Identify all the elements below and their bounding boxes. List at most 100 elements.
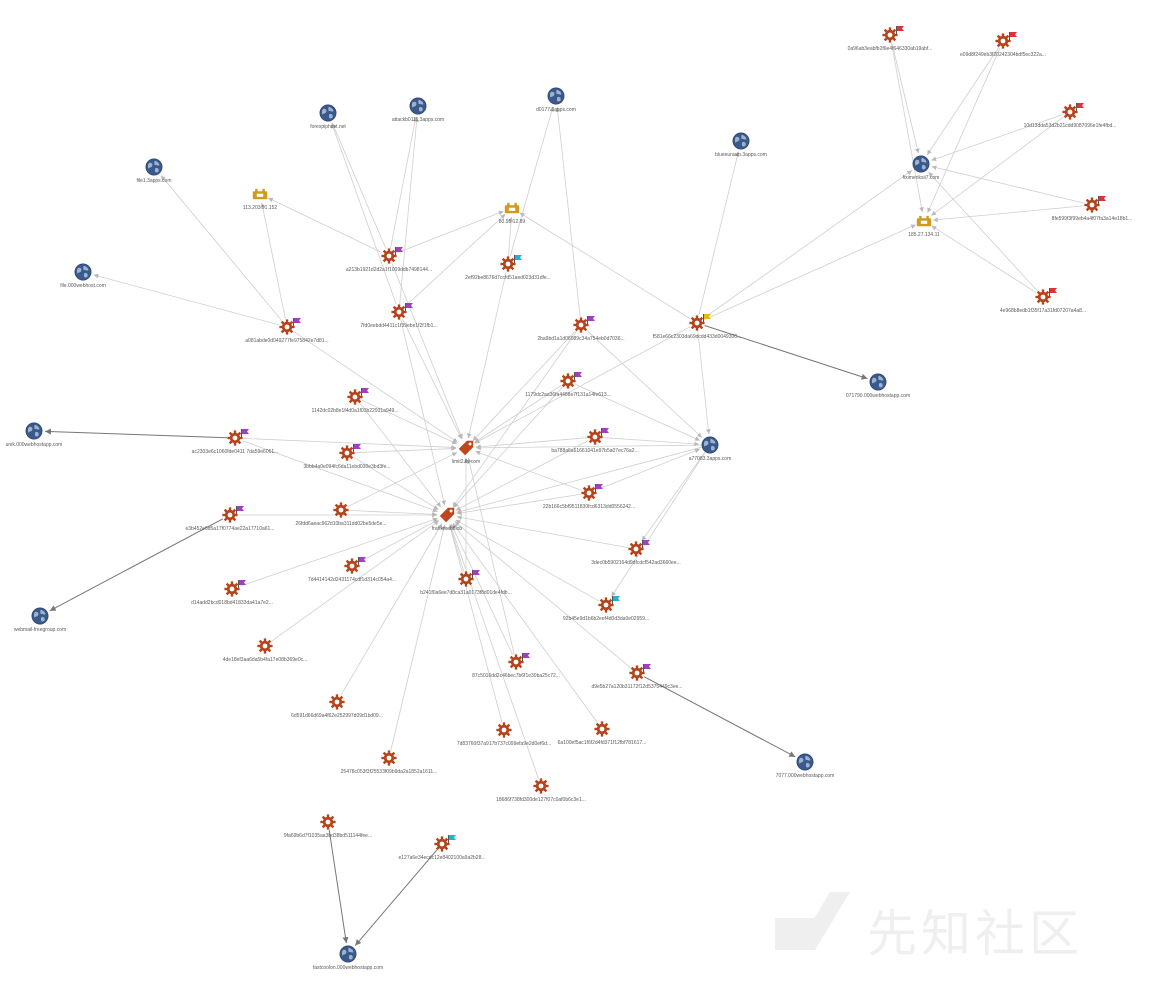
node-label: 22b166c5bf9511830fcd6313dd0556242... [542, 504, 636, 510]
node-label: d9e5b27a120b31172f12d5375449c3ee... [591, 684, 683, 690]
flag-icon [241, 424, 249, 437]
gear-icon[interactable] [278, 318, 296, 336]
gear-icon[interactable] [628, 664, 646, 682]
flag-icon [601, 423, 609, 436]
gear-icon[interactable] [627, 540, 645, 558]
graph-edge [390, 116, 418, 249]
globe-icon[interactable] [339, 945, 357, 963]
gear-icon[interactable] [433, 835, 451, 853]
globe-icon[interactable] [796, 753, 814, 771]
gear-icon[interactable] [532, 777, 550, 795]
gear-icon[interactable] [1061, 103, 1079, 121]
gear-icon[interactable] [593, 720, 611, 738]
graph-edge [703, 170, 913, 319]
gear-icon[interactable] [223, 580, 241, 598]
graph-edge [698, 151, 740, 316]
globe-icon[interactable] [701, 436, 719, 454]
graph-edge [347, 452, 458, 507]
graph-edge [926, 47, 999, 156]
gear-icon[interactable] [380, 749, 398, 767]
network-card-icon[interactable] [915, 212, 933, 230]
node-label: 25478c053f3f25533f09b9da2a1852a1611... [340, 769, 438, 775]
flag-icon [703, 309, 711, 322]
graph-edge [932, 205, 1085, 223]
gear-icon[interactable] [597, 596, 615, 614]
gear-icon[interactable] [559, 372, 577, 390]
globe-icon[interactable] [74, 263, 92, 281]
graph-edge [354, 849, 438, 946]
graph-edge [475, 450, 582, 491]
globe-icon[interactable] [25, 422, 43, 440]
gear-icon[interactable] [390, 303, 408, 321]
flag-icon [1076, 98, 1084, 111]
graph-edge [930, 116, 1064, 216]
tag-icon[interactable] [438, 506, 456, 524]
flag-icon [587, 311, 595, 324]
globe-icon[interactable] [912, 155, 930, 173]
graph-edge [472, 330, 576, 441]
node-label: 071790.000webhostapp.com [845, 393, 911, 399]
flag-icon [1049, 283, 1057, 296]
node-label: ba788a6a61661041e97b5a07ec76a2... [551, 448, 639, 454]
watermark: 先知社区 [775, 892, 1145, 963]
gear-icon[interactable] [346, 388, 364, 406]
gear-icon[interactable] [572, 316, 590, 334]
gear-icon[interactable] [881, 26, 899, 44]
gear-icon[interactable] [580, 484, 598, 502]
node-label: 18686f738fd300de127f07c0af0b6c3e1... [496, 797, 586, 803]
globe-icon[interactable] [409, 97, 427, 115]
node-label: 26fdd6aeac962d10ba311dd02be5de5e... [295, 521, 387, 527]
network-card-icon[interactable] [503, 199, 521, 217]
gear-icon[interactable] [994, 32, 1012, 50]
gear-icon[interactable] [1034, 288, 1052, 306]
gear-icon[interactable] [457, 570, 475, 588]
gear-icon[interactable] [226, 429, 244, 447]
flag-icon [643, 659, 651, 672]
graph-edge [453, 386, 563, 508]
gear-icon[interactable] [256, 637, 274, 655]
gear-icon[interactable] [586, 428, 604, 446]
graph-edge [931, 165, 1085, 204]
graph-edge [448, 524, 465, 572]
gear-icon[interactable] [332, 501, 350, 519]
gear-icon[interactable] [380, 247, 398, 265]
graph-edge [466, 271, 507, 439]
tag-icon[interactable] [457, 439, 475, 457]
globe-icon[interactable] [319, 104, 337, 122]
gear-icon[interactable] [328, 693, 346, 711]
graph-edge [454, 521, 632, 669]
gear-icon[interactable] [343, 557, 361, 575]
gear-icon[interactable] [495, 721, 513, 739]
node-label: a213b1921d2d2a1f1009ddb7498144... [345, 267, 433, 273]
globe-icon[interactable] [31, 607, 49, 625]
graph-edge [331, 122, 387, 249]
globe-icon[interactable] [145, 158, 163, 176]
graph-edge [474, 326, 691, 444]
gear-icon[interactable] [688, 314, 706, 332]
gear-icon[interactable] [319, 813, 337, 831]
graph-edge [400, 319, 446, 506]
graph-edge [362, 399, 458, 445]
graph-edge [643, 676, 796, 758]
node-label: 7d4414142d2431174cdf1d314c054a4... [307, 577, 397, 583]
node-label: f581e66c2303da69dcdd433d0049300... [652, 334, 742, 340]
gear-icon[interactable] [507, 653, 525, 671]
graph-edge [927, 48, 1001, 213]
graph-edge [697, 330, 711, 435]
graph-edge [328, 829, 349, 944]
node-label: 6a100ef5ac1f6f2d4fd371f12fbf781617... [557, 740, 647, 746]
network-card-icon[interactable] [251, 185, 269, 203]
gear-icon[interactable] [338, 444, 356, 462]
globe-icon[interactable] [547, 87, 565, 105]
graph-edge [704, 325, 868, 380]
gear-icon[interactable] [499, 255, 517, 273]
graph-edge [348, 509, 438, 517]
node-label: b241f0a6ee7d8ca31a0173f8d01de4fdb... [420, 590, 512, 596]
node-label: webmail-freegroup.com [13, 627, 67, 633]
gear-icon[interactable] [1083, 196, 1101, 214]
globe-icon[interactable] [869, 373, 887, 391]
gear-icon[interactable] [221, 506, 239, 524]
globe-icon[interactable] [732, 132, 750, 150]
graph-edge [340, 523, 443, 696]
graph-edge [358, 519, 439, 563]
